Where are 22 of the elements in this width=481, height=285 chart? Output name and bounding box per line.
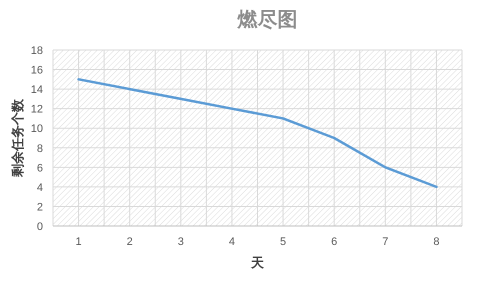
y-tick-label: 6 bbox=[36, 162, 43, 174]
y-tick-label: 16 bbox=[30, 64, 43, 77]
y-tick-label: 12 bbox=[30, 104, 43, 116]
y-tick-label: 4 bbox=[36, 182, 43, 194]
x-axis-title: 天 bbox=[250, 255, 265, 270]
x-tick-label: 7 bbox=[382, 236, 388, 248]
x-tick-label: 1 bbox=[76, 236, 82, 248]
y-tick-label: 10 bbox=[30, 123, 43, 136]
y-tick-label: 14 bbox=[30, 84, 43, 96]
x-tick-label: 5 bbox=[280, 236, 286, 248]
y-tick-label: 2 bbox=[36, 201, 43, 214]
x-tick-label: 2 bbox=[126, 236, 133, 248]
x-tick-label: 3 bbox=[178, 236, 184, 248]
x-tick-label: 8 bbox=[433, 236, 440, 248]
y-tick-label: 8 bbox=[36, 142, 43, 155]
x-tick-label: 6 bbox=[331, 236, 338, 248]
y-tick-label: 18 bbox=[30, 45, 43, 57]
y-axis-title: 剩余任务个数 bbox=[10, 98, 25, 178]
y-tick-label: 0 bbox=[36, 221, 43, 233]
chart-title: 燃尽图 bbox=[236, 9, 298, 31]
x-tick-label: 4 bbox=[228, 236, 235, 248]
line-series bbox=[77, 78, 438, 188]
